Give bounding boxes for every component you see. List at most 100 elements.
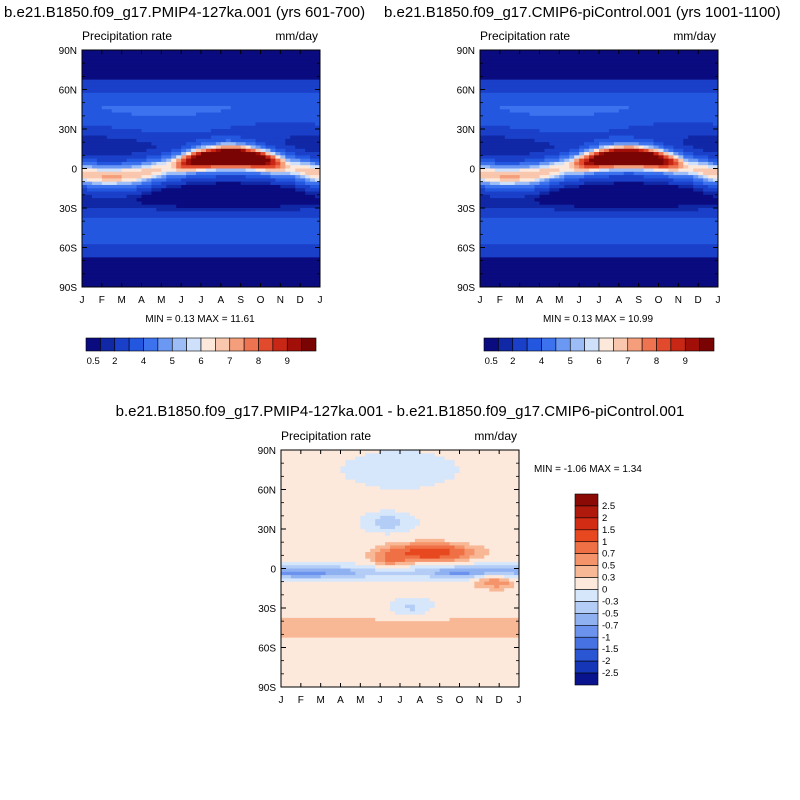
heatmap-cell bbox=[623, 171, 635, 176]
heatmap-cell bbox=[658, 148, 665, 153]
heatmap-cell bbox=[539, 194, 714, 199]
heatmap-cell bbox=[480, 254, 718, 258]
heatmap-cell bbox=[280, 161, 286, 166]
heatmap-cell bbox=[270, 161, 276, 166]
heatmap-cell bbox=[281, 578, 471, 583]
heatmap-cell bbox=[549, 178, 565, 183]
colorbar-label: 5 bbox=[170, 356, 175, 367]
heatmap-cell bbox=[171, 158, 177, 163]
heatmap-cell bbox=[82, 257, 320, 262]
heatmap-cell bbox=[688, 161, 699, 166]
heatmap-cell bbox=[82, 237, 320, 242]
heatmap-cell bbox=[82, 194, 93, 199]
heatmap-cell bbox=[131, 165, 143, 170]
heatmap-cell bbox=[608, 145, 615, 150]
heatmap-cell bbox=[230, 138, 257, 143]
heatmap-cell bbox=[82, 244, 320, 249]
heatmap-cell bbox=[215, 148, 222, 153]
y-tick-label: 0 bbox=[71, 165, 77, 176]
heatmap-cell bbox=[509, 125, 630, 130]
heatmap-cell bbox=[584, 148, 590, 153]
heatmap-cell bbox=[82, 89, 320, 94]
heatmap-cell bbox=[280, 184, 296, 189]
colorbar-swatch bbox=[627, 337, 643, 352]
heatmap-cell bbox=[499, 178, 521, 183]
heatmap-cell bbox=[255, 145, 262, 150]
heatmap-cell bbox=[385, 552, 406, 556]
heatmap-cell bbox=[480, 257, 718, 262]
heatmap-cell bbox=[281, 608, 391, 612]
heatmap-cell bbox=[539, 168, 560, 173]
heatmap-cell bbox=[489, 552, 519, 556]
colorbar-label: 2 bbox=[602, 513, 607, 524]
colorbar-label: 7 bbox=[227, 356, 232, 367]
heatmap-cell bbox=[549, 142, 585, 147]
heatmap-cell bbox=[713, 194, 718, 199]
heatmap-cell bbox=[186, 152, 192, 156]
heatmap-cell bbox=[514, 581, 519, 586]
heatmap-cell bbox=[281, 565, 342, 570]
heatmap-cell bbox=[215, 145, 222, 150]
heatmap-cell bbox=[683, 165, 689, 170]
heatmap-cell bbox=[663, 158, 670, 163]
heatmap-cell bbox=[633, 145, 640, 150]
heatmap-cell bbox=[688, 135, 718, 140]
heatmap-cell bbox=[480, 109, 511, 114]
heatmap-cell bbox=[529, 112, 595, 117]
heatmap-cell bbox=[594, 148, 600, 153]
heatmap-cell bbox=[608, 168, 645, 173]
heatmap-cell bbox=[480, 221, 718, 226]
heatmap-cell bbox=[280, 152, 286, 156]
heatmap-cell bbox=[171, 148, 182, 153]
heatmap-cell bbox=[285, 165, 291, 170]
heatmap-cell bbox=[365, 529, 411, 533]
heatmap-cell bbox=[594, 171, 625, 176]
heatmap-cell bbox=[489, 588, 505, 593]
heatmap-cell bbox=[191, 145, 197, 150]
panel-pmip4: b.e21.B1850.f09_g17.PMIP4-127ka.001 (yrs… bbox=[4, 4, 365, 367]
heatmap-cell bbox=[281, 663, 519, 668]
heatmap-cell bbox=[305, 175, 311, 179]
heatmap-cell bbox=[365, 575, 431, 579]
heatmap-cell bbox=[281, 509, 381, 514]
heatmap-cell bbox=[539, 165, 551, 170]
axes-picontrol: J F M A M J J A S O N D J 90N 60N 30N 0 30S 60S 90S bbox=[457, 46, 721, 306]
heatmap-cell bbox=[484, 555, 519, 560]
heatmap-cell bbox=[82, 145, 157, 150]
heatmap-cell bbox=[594, 138, 655, 143]
heatmap-cell bbox=[360, 515, 381, 520]
heatmap-cell bbox=[166, 178, 182, 183]
heatmap-cell bbox=[419, 519, 519, 524]
x-tick-label: N bbox=[476, 695, 483, 706]
heatmap-cell bbox=[240, 135, 291, 140]
heatmap-cell bbox=[480, 142, 551, 147]
heatmap-cell bbox=[544, 155, 560, 160]
heatmap-cell bbox=[599, 165, 615, 170]
heatmap-cell bbox=[121, 175, 143, 179]
y-tick-label: 90S bbox=[59, 283, 77, 294]
heatmap-cell bbox=[275, 165, 281, 170]
heatmap-cell bbox=[196, 148, 202, 153]
heatmap-cell bbox=[589, 148, 595, 153]
colorbar-label: 0.5 bbox=[602, 561, 615, 572]
heatmap-cell bbox=[375, 617, 451, 622]
heatmap-cell bbox=[434, 601, 519, 606]
heatmap-cell bbox=[350, 568, 376, 573]
heatmap-cell bbox=[365, 555, 376, 560]
heatmap-cell bbox=[579, 165, 585, 170]
heatmap-cell bbox=[480, 63, 718, 68]
heatmap-cell bbox=[529, 165, 541, 170]
heatmap-cell bbox=[549, 188, 560, 193]
heatmap-cell bbox=[480, 191, 541, 196]
heatmap-cell bbox=[255, 138, 286, 143]
heatmap-cell bbox=[559, 168, 575, 173]
y-tick-label: 30N bbox=[59, 125, 77, 136]
heatmap-cell bbox=[703, 188, 718, 193]
colorbar-picontrol: 0.5 2 4 5 6 7 8 9 bbox=[483, 337, 715, 367]
heatmap-cell bbox=[82, 270, 320, 275]
heatmap-cell bbox=[215, 168, 247, 173]
heatmap-cell bbox=[281, 631, 519, 635]
heatmap-cell bbox=[480, 237, 718, 242]
heatmap-cell bbox=[141, 191, 153, 196]
heatmap-cell bbox=[281, 680, 519, 685]
